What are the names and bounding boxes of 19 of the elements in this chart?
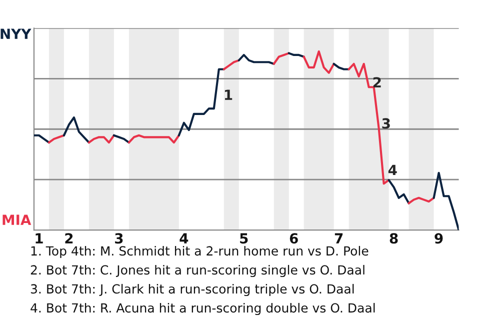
annotation: 2 bbox=[373, 77, 381, 88]
annotation: 4 bbox=[388, 164, 397, 175]
x-tick-label: 2 bbox=[65, 233, 73, 244]
x-tick-label: 5 bbox=[240, 233, 248, 244]
text: NYY bbox=[0, 28, 32, 39]
x-tick-label: 8 bbox=[390, 233, 398, 244]
text: 1. Top 4th: M. Schmidt hit a 2-run home run vs D. Pole bbox=[31, 246, 368, 258]
x-tick-label: 4 bbox=[180, 233, 188, 244]
text: 2. Bot 7th: C. Jones hit a run-scoring single vs O. Daal bbox=[30, 264, 364, 278]
x-tick-label: 3 bbox=[115, 233, 123, 244]
x-tick-label: 7 bbox=[334, 233, 343, 244]
x-tick-label: 9 bbox=[434, 233, 443, 244]
annotation: 3 bbox=[382, 118, 390, 129]
text: 4. Bot 7th: R. Acuna hit a run-scoring double vs O. Daal bbox=[30, 302, 375, 316]
text: 3. Bot 7th: J. Clark hit a run-scoring triple vs O. Daal bbox=[30, 284, 354, 296]
annotation: 1 bbox=[224, 90, 232, 100]
x-tick-label: 1 bbox=[36, 233, 43, 244]
x-tick-label: 6 bbox=[290, 233, 298, 244]
text: MIA bbox=[2, 214, 32, 225]
